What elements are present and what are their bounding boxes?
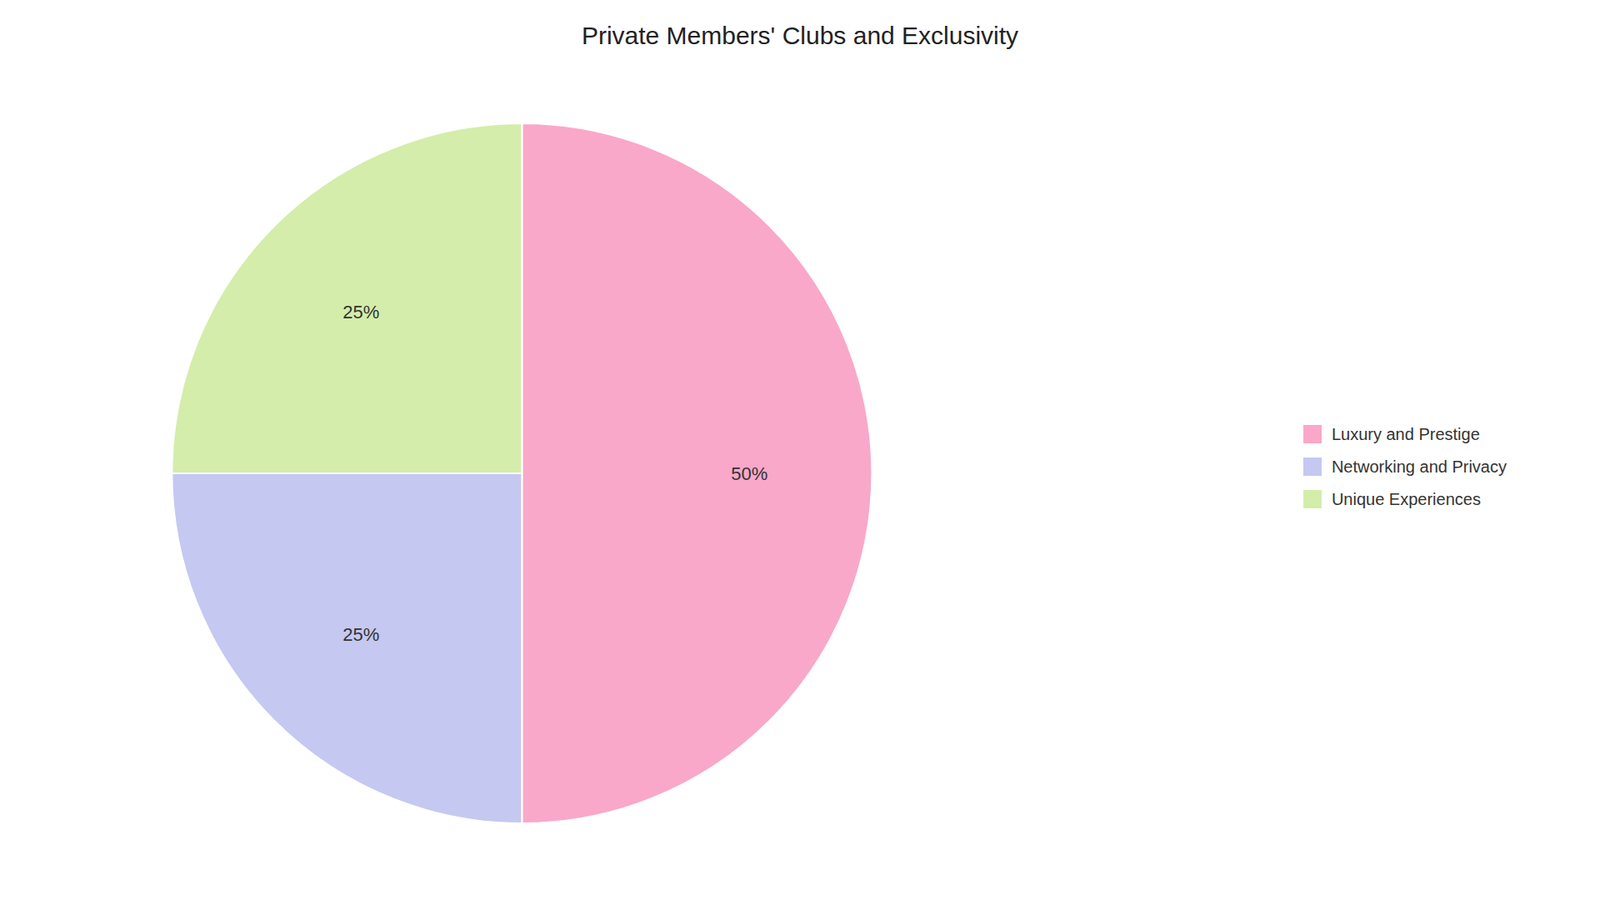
svg-text:50%: 50%	[730, 463, 768, 485]
html-text:Luxury and Prestige: Luxury and Prestige	[1331, 424, 1480, 443]
svg-text:25%: 25%	[342, 624, 380, 645]
html-text:Networking and Privacy: Networking and Privacy	[1331, 457, 1507, 476]
html-text:Private Members' Clubs and Exc: Private Members' Clubs and Exclusivity	[581, 21, 1019, 50]
svg-text:25%: 25%	[342, 301, 380, 323]
html-text:Unique Experiences: Unique Experiences	[1331, 489, 1481, 508]
